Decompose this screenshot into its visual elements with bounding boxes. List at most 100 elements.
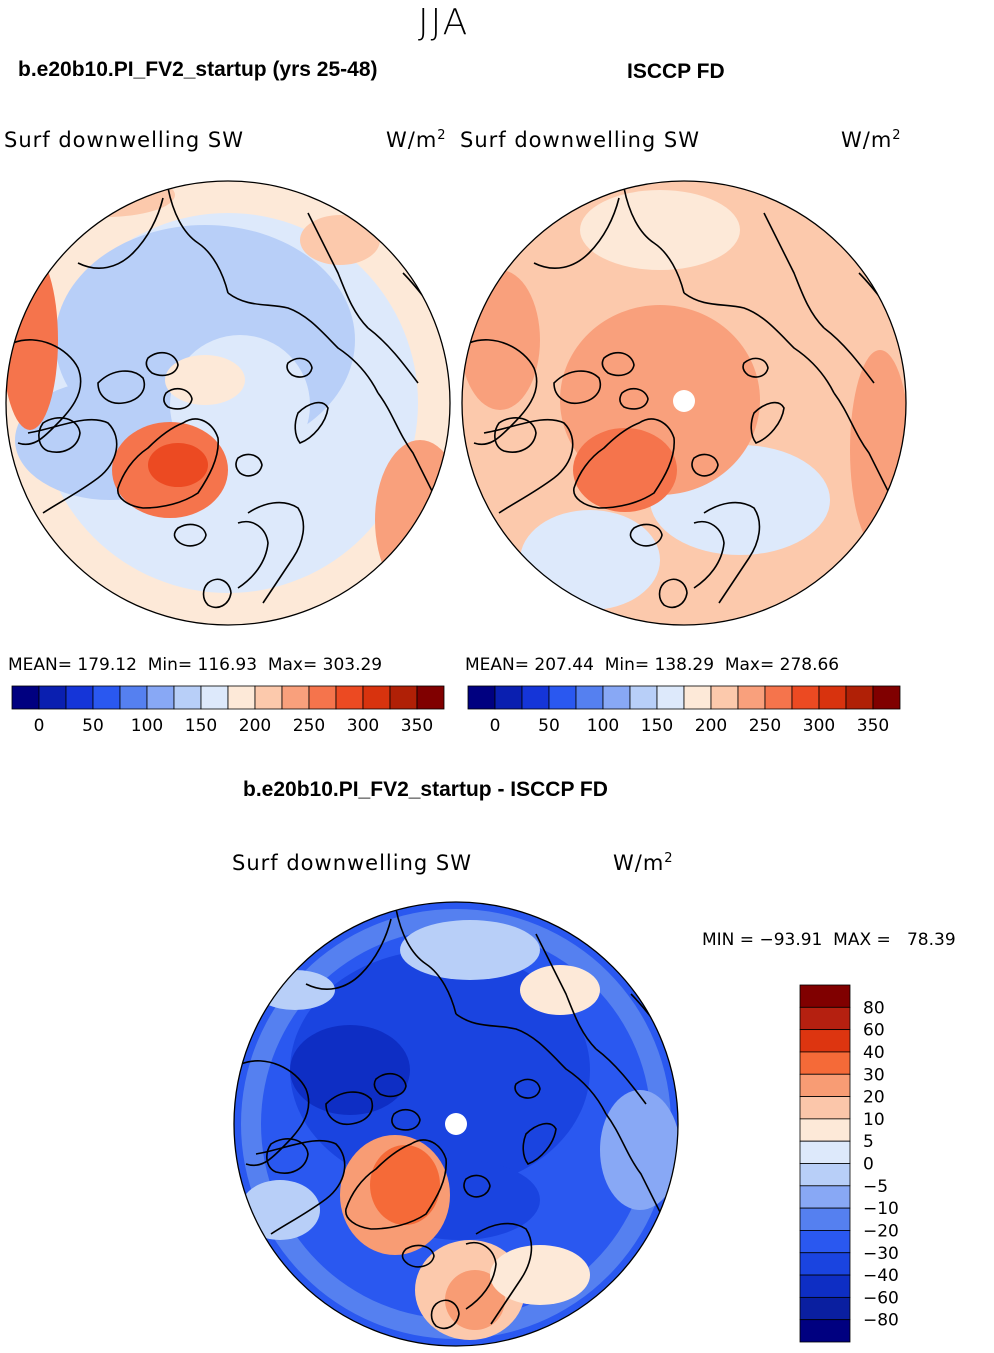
colorbar-tick-label: −30	[863, 1244, 899, 1264]
contour-180-200	[580, 190, 740, 270]
colorbar-swatch	[38, 685, 67, 710]
colorbar-swatch	[173, 685, 202, 710]
colorbar-swatch	[799, 1207, 851, 1231]
colorbar-swatch	[227, 685, 256, 710]
model-map	[6, 181, 450, 625]
colorbar-swatch	[737, 685, 766, 710]
colorbar-swatch	[818, 685, 847, 710]
min-label: Min=	[604, 655, 650, 675]
colorbar-tick-label: 80	[863, 998, 885, 1018]
colorbar-tick-label: 40	[863, 1043, 885, 1063]
contour-230-250	[462, 270, 540, 410]
model-units: W/m2	[386, 128, 447, 152]
obs-stats: MEAN= 207.44 Min= 138.29 Max= 278.66	[465, 655, 839, 675]
min-label: Min=	[147, 655, 193, 675]
colorbar-swatch	[799, 1185, 851, 1209]
colorbar-tick-label: −40	[863, 1266, 899, 1286]
model-field-label: Surf downwelling SW	[4, 128, 245, 152]
model-colorbar: 0 50 100 150 200 250 300 350	[11, 685, 445, 736]
colorbar-swatch	[602, 685, 631, 710]
colorbar-swatch	[335, 685, 364, 710]
colorbar-tick-label: −5	[863, 1177, 888, 1197]
colorbar-swatch	[799, 1051, 851, 1075]
contour-250-300	[573, 428, 677, 512]
colorbar-swatch	[548, 685, 577, 710]
contour-neg60	[290, 1025, 410, 1115]
obs-colorbar: 0 50 100 150 200 250 300 350	[467, 685, 901, 736]
colorbar-tick-label: 5	[863, 1132, 874, 1152]
model-panel-title: b.e20b10.PI_FV2_startup (yrs 25-48)	[18, 58, 378, 81]
contour-neg5	[240, 1180, 320, 1240]
colorbar-swatch	[92, 685, 121, 710]
contour-20-30	[370, 1145, 440, 1225]
season-title: JJA	[418, 2, 470, 43]
colorbar-swatch	[281, 685, 310, 710]
colorbar-swatch	[575, 685, 604, 710]
contour-neg10	[600, 1090, 678, 1210]
colorbar-tick-label: 0	[863, 1155, 874, 1175]
colorbar-tick-label: 50	[538, 716, 560, 736]
colorbar-tick-label: −60	[863, 1288, 899, 1308]
colorbar-swatch	[791, 685, 820, 710]
obs-map	[462, 181, 906, 625]
colorbar-swatch	[656, 685, 685, 710]
colorbar-tick-label: 30	[863, 1065, 885, 1085]
colorbar-swatch	[416, 685, 445, 710]
max-label: Max=	[724, 655, 775, 675]
colorbar-swatch	[362, 685, 391, 710]
min-value: 116.93	[197, 655, 258, 675]
colorbar-swatch	[845, 685, 874, 710]
colorbar-tick-label: 350	[857, 716, 889, 736]
colorbar-tick-label: −80	[863, 1311, 899, 1331]
diff-field-label: Surf downwelling SW	[232, 851, 473, 875]
diff-map	[234, 902, 678, 1346]
obs-panel-title: ISCCP FD	[627, 60, 725, 83]
colorbar-tick-label: 200	[695, 716, 727, 736]
mean-label: MEAN=	[465, 655, 529, 675]
max-label: Max=	[267, 655, 318, 675]
colorbar-swatch	[11, 685, 40, 710]
mean-value: 207.44	[534, 655, 594, 675]
colorbar-tick-label: 0	[490, 716, 501, 736]
colorbar-swatch	[494, 685, 523, 710]
contour-200-230	[35, 181, 175, 217]
units-exp: 2	[437, 128, 447, 143]
colorbar-swatch	[119, 685, 148, 710]
colorbar-swatch	[799, 984, 851, 1008]
colorbar-swatch	[521, 685, 550, 710]
colorbar-swatch	[146, 685, 175, 710]
colorbar-swatch	[799, 1252, 851, 1276]
colorbar-tick-label: 20	[863, 1088, 885, 1108]
pole-hole	[445, 1113, 467, 1135]
model-stats: MEAN= 179.12 Min= 116.93 Max= 303.29	[8, 655, 382, 675]
diff-stats: MIN = −93.91 MAX = 78.39	[702, 930, 956, 950]
colorbar-swatch	[254, 685, 283, 710]
colorbar-tick-label: 250	[749, 716, 781, 736]
colorbar-swatch	[799, 1163, 851, 1187]
contour-230-250	[375, 440, 450, 600]
contour-neg5	[255, 970, 335, 1010]
colorbar-tick-label: 300	[803, 716, 835, 736]
colorbar-swatch	[200, 685, 229, 710]
mean-value: 179.12	[77, 655, 137, 675]
colorbar-swatch	[710, 685, 739, 710]
colorbar-tick-label: 60	[863, 1021, 885, 1041]
colorbar-swatch	[799, 1029, 851, 1053]
colorbar-tick-label: 10	[863, 1110, 885, 1130]
units-exp: 2	[892, 128, 902, 143]
colorbar-swatch	[799, 1274, 851, 1298]
colorbar-swatch	[389, 685, 418, 710]
colorbar-tick-label: 100	[131, 716, 163, 736]
colorbar-swatch	[799, 1073, 851, 1097]
diff-panel-title: b.e20b10.PI_FV2_startup - ISCCP FD	[243, 778, 608, 801]
colorbar-swatch	[683, 685, 712, 710]
colorbar-tick-label: 300	[347, 716, 379, 736]
colorbar-swatch	[65, 685, 94, 710]
contour-180-200	[165, 355, 245, 405]
colorbar-tick-label: 50	[82, 716, 104, 736]
colorbar-swatch	[799, 1319, 851, 1343]
contour-0-5	[520, 965, 600, 1015]
colorbar-tick-label: 150	[185, 716, 217, 736]
